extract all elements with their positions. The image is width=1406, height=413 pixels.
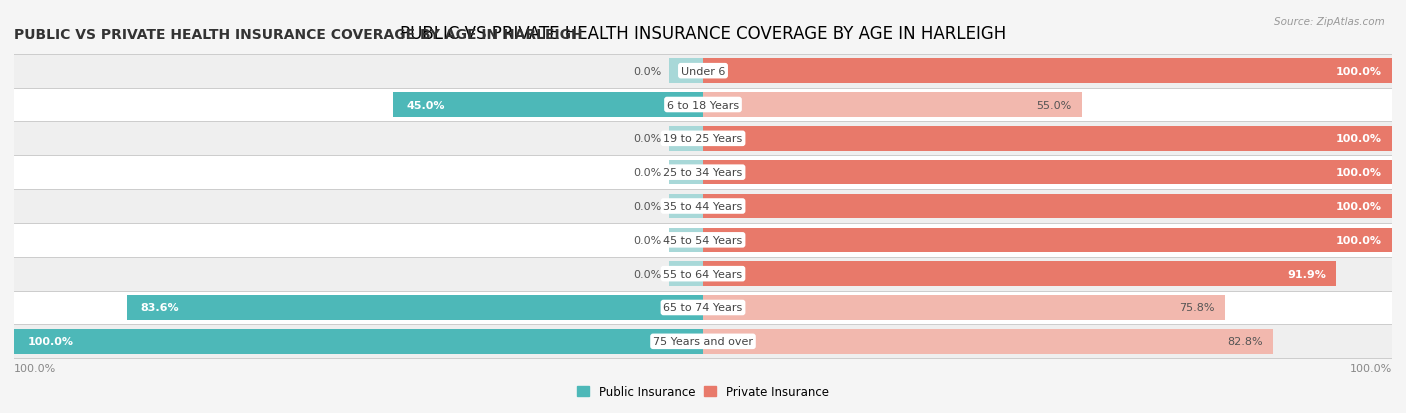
- Text: 35 to 44 Years: 35 to 44 Years: [664, 202, 742, 211]
- Text: 100.0%: 100.0%: [1336, 66, 1382, 76]
- Title: PUBLIC VS PRIVATE HEALTH INSURANCE COVERAGE BY AGE IN HARLEIGH: PUBLIC VS PRIVATE HEALTH INSURANCE COVER…: [399, 24, 1007, 43]
- Bar: [703, 195, 1392, 218]
- Text: 0.0%: 0.0%: [634, 134, 662, 144]
- Bar: [703, 59, 1392, 84]
- Bar: [703, 296, 1225, 320]
- Text: 0.0%: 0.0%: [634, 235, 662, 245]
- Bar: [703, 329, 1274, 354]
- Text: Source: ZipAtlas.com: Source: ZipAtlas.com: [1274, 17, 1385, 26]
- Text: 100.0%: 100.0%: [14, 363, 56, 373]
- Text: 75 Years and over: 75 Years and over: [652, 337, 754, 347]
- Bar: [669, 161, 703, 185]
- Text: 91.9%: 91.9%: [1286, 269, 1326, 279]
- Text: 100.0%: 100.0%: [28, 337, 75, 347]
- Text: 100.0%: 100.0%: [1336, 134, 1382, 144]
- Bar: [703, 228, 1392, 252]
- Text: 6 to 18 Years: 6 to 18 Years: [666, 100, 740, 110]
- Bar: [669, 127, 703, 151]
- Bar: [703, 127, 1392, 151]
- Bar: [14, 122, 1392, 156]
- Text: Under 6: Under 6: [681, 66, 725, 76]
- Bar: [669, 195, 703, 218]
- Legend: Public Insurance, Private Insurance: Public Insurance, Private Insurance: [578, 385, 828, 399]
- Text: 100.0%: 100.0%: [1336, 202, 1382, 211]
- Bar: [669, 59, 703, 84]
- Text: 0.0%: 0.0%: [634, 269, 662, 279]
- Bar: [703, 262, 1336, 286]
- Bar: [14, 223, 1392, 257]
- Bar: [703, 93, 1083, 117]
- Text: 45.0%: 45.0%: [406, 100, 446, 110]
- Bar: [669, 262, 703, 286]
- Text: 65 to 74 Years: 65 to 74 Years: [664, 303, 742, 313]
- Text: 45 to 54 Years: 45 to 54 Years: [664, 235, 742, 245]
- Bar: [127, 296, 703, 320]
- Bar: [14, 190, 1392, 223]
- Text: 100.0%: 100.0%: [1350, 363, 1392, 373]
- Text: 0.0%: 0.0%: [634, 168, 662, 178]
- Text: 19 to 25 Years: 19 to 25 Years: [664, 134, 742, 144]
- Text: 25 to 34 Years: 25 to 34 Years: [664, 168, 742, 178]
- Bar: [14, 257, 1392, 291]
- Text: 75.8%: 75.8%: [1180, 303, 1215, 313]
- Text: 83.6%: 83.6%: [141, 303, 180, 313]
- Text: 100.0%: 100.0%: [1336, 168, 1382, 178]
- Text: 55 to 64 Years: 55 to 64 Years: [664, 269, 742, 279]
- Bar: [14, 88, 1392, 122]
- Bar: [14, 55, 1392, 88]
- Bar: [14, 329, 703, 354]
- Text: 55.0%: 55.0%: [1036, 100, 1071, 110]
- Bar: [669, 228, 703, 252]
- Text: 0.0%: 0.0%: [634, 202, 662, 211]
- Bar: [392, 93, 703, 117]
- Bar: [14, 156, 1392, 190]
- Bar: [703, 161, 1392, 185]
- Text: 100.0%: 100.0%: [1336, 235, 1382, 245]
- Text: 82.8%: 82.8%: [1227, 337, 1263, 347]
- Bar: [14, 325, 1392, 358]
- Bar: [14, 291, 1392, 325]
- Text: 0.0%: 0.0%: [634, 66, 662, 76]
- Text: PUBLIC VS PRIVATE HEALTH INSURANCE COVERAGE BY AGE IN HARLEIGH: PUBLIC VS PRIVATE HEALTH INSURANCE COVER…: [14, 28, 582, 41]
